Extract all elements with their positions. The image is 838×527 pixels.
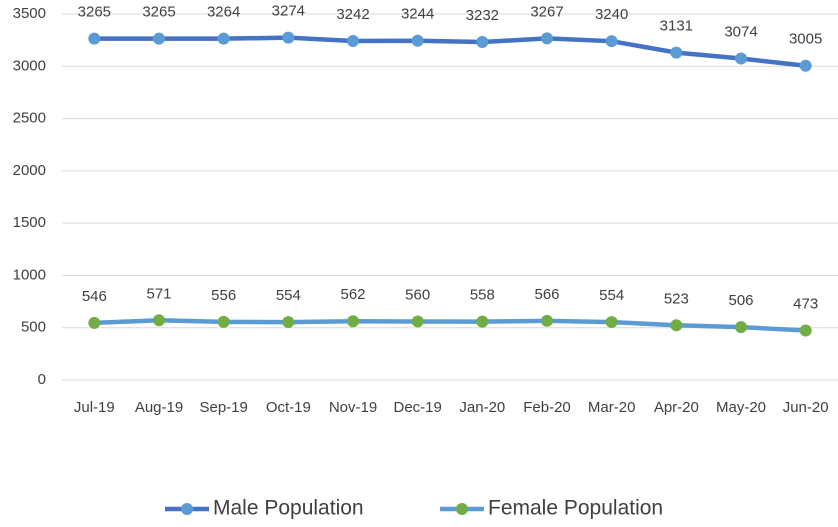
x-tick-label: Jun-20 bbox=[783, 399, 829, 416]
data-label: 3240 bbox=[595, 6, 628, 23]
marker bbox=[347, 34, 359, 47]
series-line bbox=[94, 318, 806, 333]
marker bbox=[411, 34, 424, 47]
marker bbox=[476, 36, 489, 49]
marker bbox=[670, 319, 683, 332]
marker bbox=[282, 316, 295, 329]
x-tick-label: Jul-19 bbox=[74, 399, 115, 416]
data-label: 562 bbox=[340, 286, 365, 303]
marker bbox=[799, 324, 812, 337]
marker bbox=[217, 32, 230, 45]
y-tick-label: 2000 bbox=[13, 162, 46, 179]
legend-marker bbox=[181, 503, 193, 515]
marker bbox=[670, 46, 683, 59]
data-label: 3264 bbox=[207, 4, 240, 21]
x-tick-label: Feb-20 bbox=[523, 399, 571, 416]
marker bbox=[88, 316, 101, 329]
x-tick-label: Jan-20 bbox=[459, 399, 505, 416]
data-label: 473 bbox=[793, 296, 818, 313]
marker bbox=[347, 315, 359, 328]
marker bbox=[153, 32, 165, 45]
x-tick-label: Mar-20 bbox=[588, 399, 636, 416]
data-label: 523 bbox=[664, 290, 689, 307]
x-tick-label: Aug-19 bbox=[135, 399, 183, 416]
series-line bbox=[94, 35, 806, 68]
marker bbox=[153, 314, 165, 327]
marker bbox=[476, 315, 489, 328]
y-tick-label: 1500 bbox=[13, 214, 46, 231]
y-tick-label: 2500 bbox=[13, 110, 46, 127]
y-tick-label: 0 bbox=[38, 371, 46, 388]
marker bbox=[605, 316, 618, 329]
marker bbox=[735, 52, 747, 65]
marker bbox=[88, 32, 101, 45]
x-tick-label: Apr-20 bbox=[654, 399, 699, 416]
y-tick-label: 500 bbox=[21, 319, 46, 336]
data-label: 3244 bbox=[401, 6, 434, 23]
data-label: 558 bbox=[470, 287, 495, 304]
x-tick-label: Nov-19 bbox=[329, 399, 377, 416]
x-tick-label: May-20 bbox=[716, 399, 766, 416]
data-label: 554 bbox=[276, 287, 301, 304]
data-label: 3232 bbox=[466, 7, 499, 24]
x-tick-label: Sep-19 bbox=[199, 399, 247, 416]
data-label: 506 bbox=[728, 292, 753, 309]
marker bbox=[799, 59, 812, 72]
legend-marker bbox=[456, 503, 468, 515]
data-label: 556 bbox=[211, 287, 236, 304]
legend-text: Male Population bbox=[213, 497, 364, 520]
y-tick-label: 1000 bbox=[13, 266, 46, 283]
marker bbox=[605, 35, 618, 48]
data-label: 3242 bbox=[336, 6, 369, 23]
data-label: 554 bbox=[599, 287, 624, 304]
x-tick-label: Oct-19 bbox=[266, 399, 311, 416]
data-label: 3074 bbox=[724, 24, 757, 41]
marker bbox=[541, 314, 553, 327]
data-label: 3131 bbox=[660, 18, 693, 35]
data-label: 3267 bbox=[530, 3, 563, 20]
marker bbox=[541, 32, 553, 45]
marker bbox=[217, 315, 230, 328]
data-label: 546 bbox=[82, 288, 107, 305]
data-label: 3265 bbox=[142, 4, 175, 21]
marker bbox=[282, 31, 295, 44]
marker bbox=[735, 321, 747, 334]
marker bbox=[411, 315, 424, 328]
data-label: 571 bbox=[146, 285, 171, 302]
legend-text: Female Population bbox=[488, 497, 663, 520]
data-label: 3274 bbox=[272, 3, 305, 20]
data-label: 566 bbox=[534, 286, 559, 303]
data-label: 3265 bbox=[78, 4, 111, 21]
data-label: 3005 bbox=[789, 31, 822, 48]
x-tick-label: Dec-19 bbox=[393, 399, 441, 416]
y-tick-label: 3000 bbox=[13, 57, 46, 74]
y-tick-label: 3500 bbox=[13, 5, 46, 22]
data-label: 560 bbox=[405, 286, 430, 303]
